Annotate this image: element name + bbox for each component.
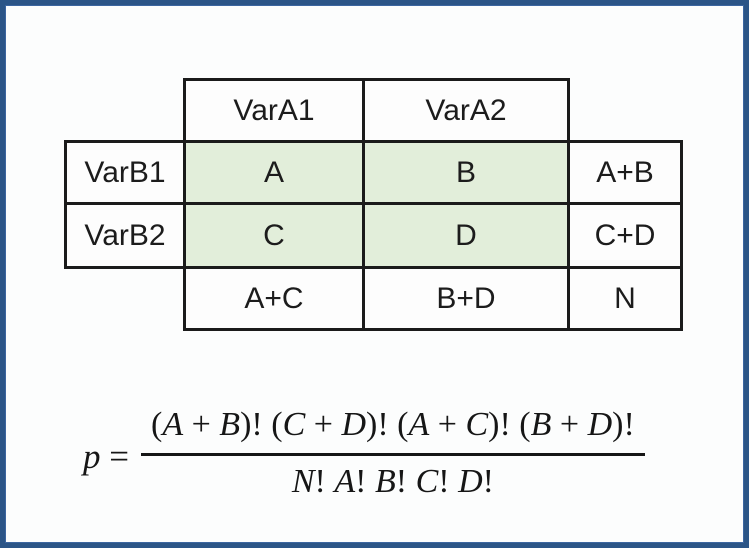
formula-fraction: (A + B)! (C + D)! (A + C)! (B + D)! N! A… — [141, 405, 645, 503]
col-header-vara1: VarA1 — [183, 78, 365, 143]
table-row-varb2: VarB2 C D C+D — [64, 202, 683, 269]
row-total-a-plus-b: A+B — [567, 140, 683, 205]
empty-corner-top-left — [66, 80, 185, 142]
row-header-varb2: VarB2 — [64, 202, 186, 269]
table-row-varb1: VarB1 A B A+B — [64, 140, 683, 205]
cell-d: D — [362, 202, 570, 269]
fisher-exact-formula: p = (A + B)! (C + D)! (A + C)! (B + D)! … — [83, 405, 645, 503]
empty-corner-top-right — [569, 80, 682, 142]
formula-numerator: (A + B)! (C + D)! (A + C)! (B + D)! — [141, 405, 645, 456]
grand-total-n: N — [567, 266, 683, 331]
empty-corner-bottom-left — [66, 268, 185, 330]
cell-c: C — [183, 202, 365, 269]
table-row-col-totals: A+C B+D N — [66, 266, 683, 331]
contingency-table: VarA1 VarA2 VarB1 A B A+B VarB2 C D C+D … — [64, 78, 683, 331]
cell-b: B — [362, 140, 570, 205]
formula-lhs: p = — [83, 436, 129, 476]
table-row-col-headers: VarA1 VarA2 — [66, 78, 682, 143]
row-header-varb1: VarB1 — [64, 140, 186, 205]
formula-denominator: N! A! B! C! D! — [291, 462, 494, 500]
cell-a: A — [183, 140, 365, 205]
col-total-b-plus-d: B+D — [362, 266, 570, 331]
col-header-vara2: VarA2 — [362, 78, 570, 143]
row-total-c-plus-d: C+D — [567, 202, 683, 269]
col-total-a-plus-c: A+C — [183, 266, 365, 331]
